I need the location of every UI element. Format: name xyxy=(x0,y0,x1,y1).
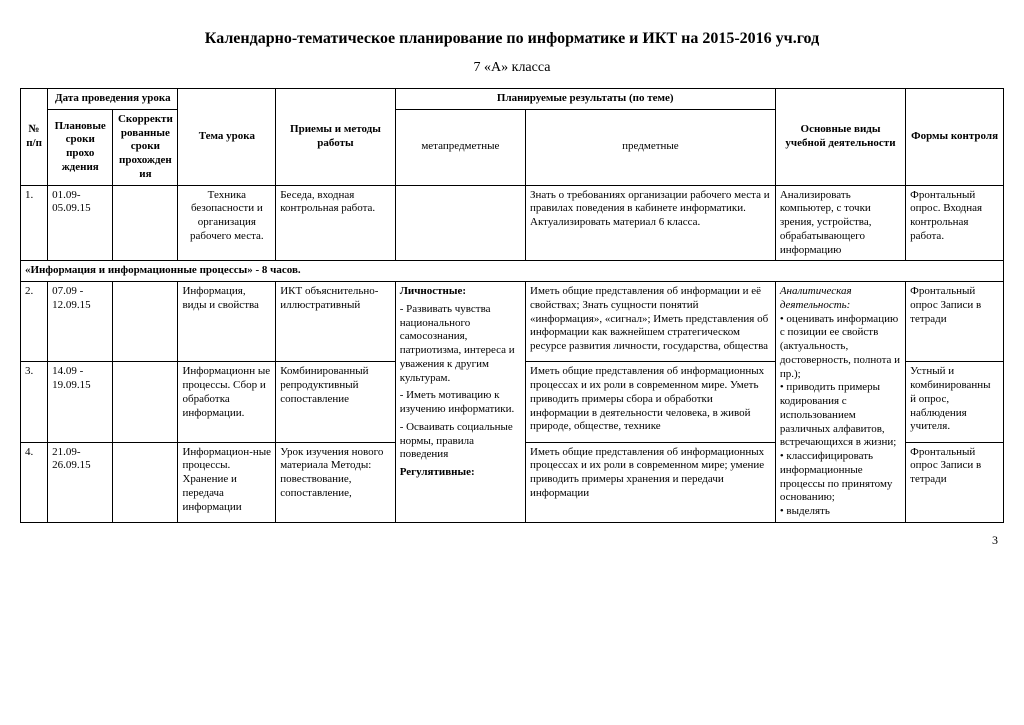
activity-item: • классифицировать информационные процес… xyxy=(780,450,901,505)
th-num: № п/п xyxy=(21,89,48,186)
th-date-plan: Плановые сроки прохо ждения xyxy=(48,109,113,185)
cell-date2 xyxy=(113,282,178,362)
cell-control: Фронтальный опрос Записи в тетради xyxy=(906,282,1004,362)
th-date-adj: Скорректи рованные сроки прохожден ия xyxy=(113,109,178,185)
cell-topic: Информацион-ные процессы. Хранение и пер… xyxy=(178,442,276,522)
cell-activity-shared: Аналитическая деятельность: • оценивать … xyxy=(775,282,905,523)
th-topic: Тема урока xyxy=(178,89,276,186)
plan-table: № п/п Дата проведения урока Тема урока П… xyxy=(20,88,1004,523)
doc-subtitle: 7 «А» класса xyxy=(20,60,1004,76)
th-results-group: Планируемые результаты (по теме) xyxy=(395,89,775,110)
cell-topic: Информационн ые процессы. Сбор и обработ… xyxy=(178,362,276,442)
page-number: 3 xyxy=(20,533,1004,548)
cell-topic: Техника безопасности и организация рабоч… xyxy=(178,185,276,261)
cell-date2 xyxy=(113,362,178,442)
activity-header: Аналитическая деятельность: xyxy=(780,285,852,311)
cell-date2 xyxy=(113,185,178,261)
th-methods: Приемы и методы работы xyxy=(276,89,395,186)
cell-date: 07.09 - 12.09.15 xyxy=(48,282,113,362)
cell-num: 4. xyxy=(21,442,48,522)
cell-methods: ИКТ объяснительно-иллюстративный xyxy=(276,282,395,362)
cell-num: 2. xyxy=(21,282,48,362)
section-label: «Информация и информационные процессы» -… xyxy=(21,261,1004,282)
cell-date: 21.09-26.09.15 xyxy=(48,442,113,522)
doc-title: Календарно-тематическое планирование по … xyxy=(20,30,1004,48)
section-row: «Информация и информационные процессы» -… xyxy=(21,261,1004,282)
th-date-group: Дата проведения урока xyxy=(48,89,178,110)
cell-subj: Иметь общие представления об информацион… xyxy=(526,362,776,442)
table-row: 2. 07.09 - 12.09.15 Информация, виды и с… xyxy=(21,282,1004,362)
meta-reg-label: Регулятивные: xyxy=(400,466,475,478)
th-subj: предметные xyxy=(526,109,776,185)
cell-meta xyxy=(395,185,525,261)
th-activity: Основные виды учебной деятельности xyxy=(775,89,905,186)
cell-methods: Комбинированный репродуктивный сопоставл… xyxy=(276,362,395,442)
meta-item: - Развивать чувства национального самосо… xyxy=(400,303,521,386)
th-control: Формы контроля xyxy=(906,89,1004,186)
cell-date2 xyxy=(113,442,178,522)
th-meta: метапредметные xyxy=(395,109,525,185)
cell-subj: Знать о требованиях организации рабочего… xyxy=(526,185,776,261)
cell-activity: Анализировать компьютер, с точки зрения,… xyxy=(775,185,905,261)
cell-num: 1. xyxy=(21,185,48,261)
activity-item: • приводить примеры кодирования с исполь… xyxy=(780,381,901,450)
cell-meta-shared: Личностные: - Развивать чувства национал… xyxy=(395,282,525,523)
meta-item: - Осваивать социальные нормы, правила по… xyxy=(400,421,521,462)
cell-num: 3. xyxy=(21,362,48,442)
cell-subj: Иметь общие представления об информацион… xyxy=(526,442,776,522)
meta-personal-label: Личностные: xyxy=(400,285,466,297)
activity-item: • оценивать информацию с позиции ее свой… xyxy=(780,313,901,382)
cell-date: 01.09-05.09.15 xyxy=(48,185,113,261)
cell-date: 14.09 - 19.09.15 xyxy=(48,362,113,442)
cell-control: Фронтальный опрос Записи в тетради xyxy=(906,442,1004,522)
activity-item: • выделять xyxy=(780,505,901,519)
cell-subj: Иметь общие представления об информации … xyxy=(526,282,776,362)
cell-methods: Урок изучения нового материала Методы: п… xyxy=(276,442,395,522)
cell-control: Устный и комбинированны й опрос, наблюде… xyxy=(906,362,1004,442)
meta-item: - Иметь мотивацию к изучению информатики… xyxy=(400,389,521,417)
table-row: 1. 01.09-05.09.15 Техника безопасности и… xyxy=(21,185,1004,261)
cell-control: Фронтальный опрос. Входная контрольная р… xyxy=(906,185,1004,261)
cell-topic: Информация, виды и свойства xyxy=(178,282,276,362)
cell-methods: Беседа, входная контрольная работа. xyxy=(276,185,395,261)
